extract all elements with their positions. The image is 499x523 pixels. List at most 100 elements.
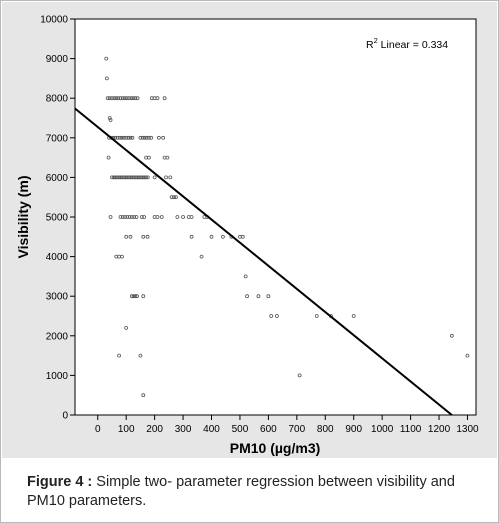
caption-panel: Figure 4 : Simple two- parameter regress… [2,458,497,522]
data-point-121 [314,314,319,318]
data-point-0 [104,56,109,61]
data-point-110 [243,274,248,279]
data-point-7 [116,96,121,101]
y-tick-label-2000: 2000 [46,331,69,342]
y-tick-label-0: 0 [62,411,68,422]
data-point-13 [129,96,134,101]
data-point-6 [114,96,119,101]
x-tick-label-1100: 1100 [400,424,422,435]
data-point-120 [275,314,279,318]
data-point-48 [110,175,114,180]
data-point-116 [245,294,249,299]
data-point-86 [142,215,147,219]
data-point-56 [123,175,128,180]
data-point-128 [465,353,470,358]
data-point-55 [122,175,126,180]
data-point-12 [127,96,131,101]
y-tick-label-1000: 1000 [46,371,69,382]
data-point-126 [117,353,121,358]
data-point-51 [115,175,119,180]
data-point-2 [105,96,110,101]
data-point-127 [138,353,143,358]
data-point-68 [144,175,149,180]
plot-area [75,19,476,415]
data-point-57 [125,175,130,180]
y-tick-label-8000: 8000 [46,94,69,105]
x-tick-label-1200: 1200 [428,424,451,435]
data-point-84 [134,215,139,219]
data-point-59 [128,175,133,180]
data-point-54 [120,175,125,180]
data-point-80 [125,215,130,219]
data-point-39 [147,135,151,140]
data-point-27 [115,135,120,140]
regression-line [74,107,453,416]
data-point-112 [131,294,136,299]
caption-label: Figure 4 : [27,474,93,490]
data-point-98 [141,234,146,239]
x-tick-label-500: 500 [232,424,249,435]
data-point-30 [122,135,126,140]
data-point-74 [172,195,176,200]
data-point-41 [156,135,161,140]
data-point-78 [120,215,125,219]
data-point-76 [108,215,113,219]
data-point-32 [126,135,131,140]
data-point-20 [162,96,167,101]
data-point-63 [135,175,140,180]
data-point-70 [152,175,157,180]
data-point-15 [133,96,138,101]
data-point-33 [128,135,133,140]
data-point-62 [133,175,138,180]
data-point-124 [124,325,129,330]
data-point-50 [113,175,118,180]
data-point-108 [120,254,124,259]
r-squared-value: Linear = 0.334 [378,39,449,51]
x-tick-label-0: 0 [95,424,101,435]
x-tick-label-700: 700 [288,424,305,435]
data-point-119 [269,314,274,318]
plot-panel: 0 1000 2000 3000 4000 5000 6000 7000 8000 9000 100… [2,2,497,458]
figure-caption: Figure 4 : Simple two- parameter regress… [27,473,482,511]
x-tick-label-400: 400 [203,424,220,435]
data-point-129 [297,373,302,378]
data-point-69 [145,175,150,180]
x-tick-label-200: 200 [146,424,163,435]
data-point-47 [165,155,170,160]
y-axis-label: Visibility (m) [15,176,31,259]
data-point-115 [141,294,146,299]
data-point-64 [137,175,142,180]
data-point-1 [104,76,109,81]
data-point-130 [141,393,146,398]
data-point-114 [135,294,139,299]
r-squared-superscript: 2 [374,36,378,45]
data-point-73 [169,195,174,200]
data-point-77 [118,215,123,219]
data-point-118 [266,294,271,299]
data-point-28 [118,135,122,140]
data-point-53 [118,175,123,180]
data-point-89 [159,215,164,219]
y-tick-label-10000: 10000 [40,15,68,26]
data-point-19 [155,96,160,101]
data-point-58 [127,175,131,180]
x-tick-label-900: 900 [345,424,362,435]
data-point-35 [138,135,143,140]
data-point-4 [110,96,114,101]
data-point-117 [256,294,261,299]
data-point-9 [120,96,125,101]
data-point-14 [131,96,136,101]
x-tick-label-100: 100 [118,424,135,435]
data-point-16 [135,96,140,101]
data-point-42 [161,135,166,140]
y-tick-label-3000: 3000 [46,292,69,303]
data-point-21 [107,116,112,120]
data-point-79 [123,215,127,219]
data-point-40 [149,135,154,140]
r-squared-annotation: R2 Linear = 0.334 [366,36,448,51]
data-point-8 [118,96,123,101]
y-tick-label-6000: 6000 [46,173,69,184]
data-point-52 [116,175,121,180]
data-point-96 [124,234,129,239]
